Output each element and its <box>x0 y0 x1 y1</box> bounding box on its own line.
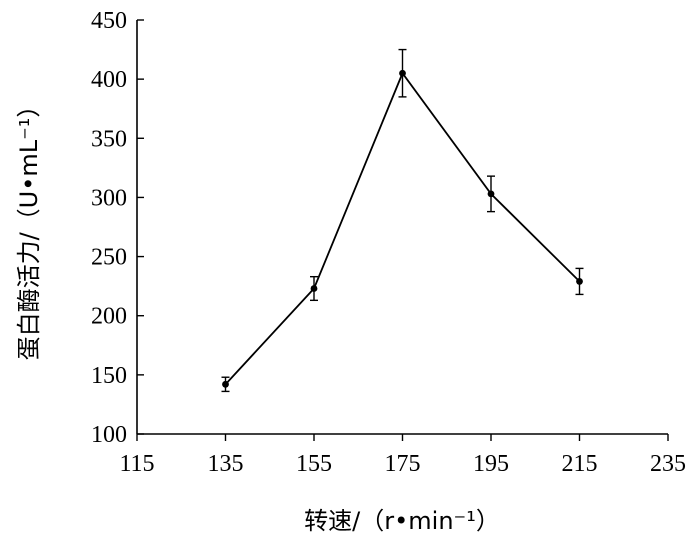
data-point <box>399 69 406 77</box>
x-tick-label: 175 <box>385 451 421 477</box>
y-ticks: 100 150 200 250 300 350 400 450 <box>91 8 144 448</box>
data-point <box>222 380 229 388</box>
data-point <box>310 285 318 292</box>
x-tick-label: 115 <box>119 451 154 477</box>
x-tick-label: 155 <box>296 451 332 477</box>
x-tick-label: 215 <box>562 451 598 477</box>
x-tick-label: 235 <box>650 451 686 477</box>
series-line <box>224 71 581 385</box>
y-tick-label: 400 <box>91 67 127 93</box>
y-tick-label: 350 <box>91 126 127 152</box>
data-point <box>487 190 495 198</box>
y-tick-label: 450 <box>91 8 127 34</box>
x-axis-title: 转速/（r•min⁻¹） <box>304 507 500 535</box>
data-point <box>576 278 583 285</box>
y-tick-label: 300 <box>91 185 127 211</box>
y-tick-label: 200 <box>91 304 127 330</box>
plot-area <box>221 48 584 393</box>
y-tick-label: 250 <box>91 245 127 271</box>
y-tick-label: 150 <box>91 363 127 389</box>
y-tick-label: 100 <box>91 422 127 448</box>
x-tick-label: 135 <box>208 451 244 477</box>
x-ticks: 115 135 155 175 195 215 235 <box>119 434 686 477</box>
x-tick-label: 195 <box>473 451 509 477</box>
y-axis-title: 蛋白酶活力/（U•mL⁻¹） <box>15 94 43 361</box>
